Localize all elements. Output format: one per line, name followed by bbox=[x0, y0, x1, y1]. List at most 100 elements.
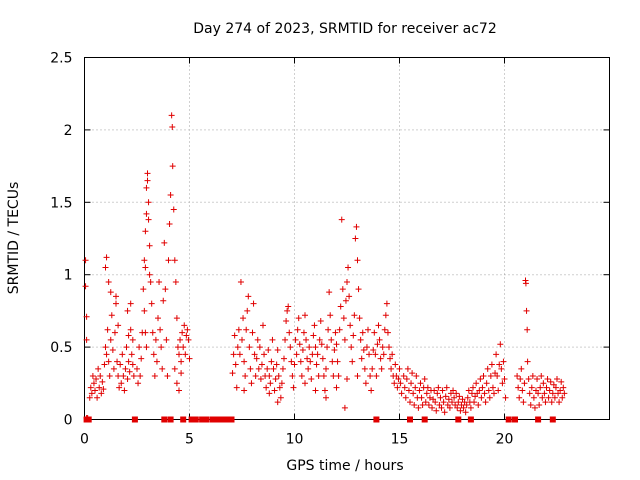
data-point-zero bbox=[222, 416, 229, 423]
data-point bbox=[168, 112, 175, 119]
data-point bbox=[134, 365, 140, 372]
data-point-zero bbox=[505, 416, 512, 423]
data-point bbox=[184, 326, 191, 333]
data-point bbox=[307, 358, 314, 365]
data-point bbox=[315, 373, 322, 380]
x-tick-label: 0 bbox=[80, 432, 89, 448]
data-point bbox=[249, 329, 256, 336]
data-point bbox=[104, 326, 111, 333]
data-point bbox=[135, 380, 142, 387]
data-point bbox=[297, 358, 304, 365]
data-point bbox=[341, 404, 348, 411]
data-point bbox=[105, 358, 112, 365]
data-point bbox=[82, 257, 89, 264]
data-point-zero bbox=[535, 416, 542, 423]
data-point bbox=[422, 399, 429, 406]
data-point bbox=[432, 399, 439, 406]
data-point bbox=[96, 384, 103, 391]
data-point bbox=[100, 386, 107, 393]
data-point bbox=[146, 271, 153, 278]
data-point bbox=[145, 216, 152, 223]
data-point bbox=[182, 351, 189, 358]
data-point bbox=[543, 384, 550, 391]
data-point bbox=[352, 235, 359, 242]
data-point bbox=[243, 326, 250, 333]
data-point bbox=[374, 341, 381, 348]
data-point bbox=[325, 326, 332, 333]
data-point-zero bbox=[213, 416, 220, 423]
data-point bbox=[323, 394, 329, 401]
data-point bbox=[477, 375, 484, 382]
data-point bbox=[264, 365, 271, 372]
data-point bbox=[302, 312, 308, 319]
data-point-zero bbox=[131, 416, 138, 423]
data-point bbox=[146, 242, 153, 249]
data-point bbox=[324, 344, 331, 351]
data-point bbox=[171, 365, 178, 372]
data-point bbox=[166, 221, 173, 228]
data-point bbox=[449, 399, 455, 406]
data-point bbox=[258, 361, 265, 368]
axis-ticks bbox=[84, 57, 610, 420]
data-point bbox=[541, 390, 548, 397]
data-point bbox=[551, 394, 558, 401]
data-point bbox=[378, 365, 385, 372]
data-point bbox=[142, 228, 149, 235]
data-point bbox=[309, 351, 316, 358]
data-point bbox=[455, 399, 462, 406]
data-point bbox=[375, 322, 382, 329]
data-point bbox=[389, 351, 396, 358]
data-point bbox=[353, 223, 360, 230]
data-point bbox=[256, 344, 263, 351]
data-point bbox=[426, 394, 433, 401]
data-point bbox=[87, 384, 94, 391]
data-point bbox=[527, 402, 534, 409]
data-point bbox=[152, 336, 159, 343]
data-point bbox=[281, 355, 287, 362]
data-point bbox=[483, 380, 490, 387]
data-point bbox=[351, 312, 358, 319]
data-point bbox=[181, 322, 188, 329]
data-point bbox=[332, 329, 339, 336]
data-point bbox=[407, 399, 413, 406]
data-point bbox=[97, 373, 104, 380]
data-point bbox=[263, 384, 270, 391]
data-point bbox=[83, 313, 90, 320]
data-point bbox=[252, 373, 259, 380]
data-point bbox=[289, 373, 296, 380]
data-point bbox=[155, 315, 161, 322]
data-point bbox=[559, 394, 566, 401]
data-point bbox=[445, 396, 452, 403]
data-point bbox=[123, 344, 130, 351]
data-point bbox=[286, 329, 293, 336]
data-point bbox=[370, 346, 377, 353]
data-point bbox=[185, 336, 192, 343]
data-point bbox=[183, 332, 190, 339]
data-point bbox=[148, 300, 155, 307]
data-point bbox=[473, 380, 480, 387]
data-point bbox=[147, 278, 154, 285]
data-point bbox=[296, 341, 303, 348]
data-point-zero bbox=[203, 416, 210, 423]
data-point bbox=[86, 394, 93, 401]
grid bbox=[84, 57, 610, 420]
data-point bbox=[387, 355, 394, 362]
data-point bbox=[312, 344, 319, 351]
data-point bbox=[442, 393, 449, 400]
data-point bbox=[363, 344, 370, 351]
data-point bbox=[149, 329, 156, 336]
data-point bbox=[83, 336, 90, 343]
data-point bbox=[451, 394, 458, 401]
data-point bbox=[180, 344, 187, 351]
data-point bbox=[237, 278, 244, 285]
data-point bbox=[274, 399, 281, 406]
data-point bbox=[125, 332, 132, 339]
data-point bbox=[417, 380, 424, 387]
data-point bbox=[349, 358, 356, 365]
data-point bbox=[174, 344, 181, 351]
data-point bbox=[250, 300, 257, 307]
data-point bbox=[328, 336, 335, 343]
data-point bbox=[475, 402, 482, 409]
data-point bbox=[344, 278, 350, 285]
data-point bbox=[496, 361, 503, 368]
